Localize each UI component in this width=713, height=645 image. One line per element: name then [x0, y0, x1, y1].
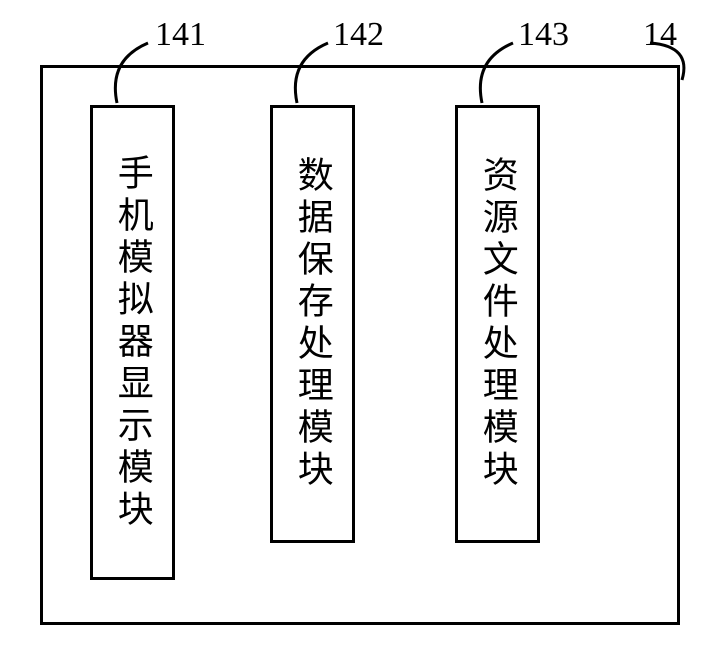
lead-line [115, 43, 148, 103]
lead-line [295, 43, 328, 103]
lead-line [650, 43, 684, 80]
lead-line [480, 43, 513, 103]
lead-lines [0, 0, 713, 645]
